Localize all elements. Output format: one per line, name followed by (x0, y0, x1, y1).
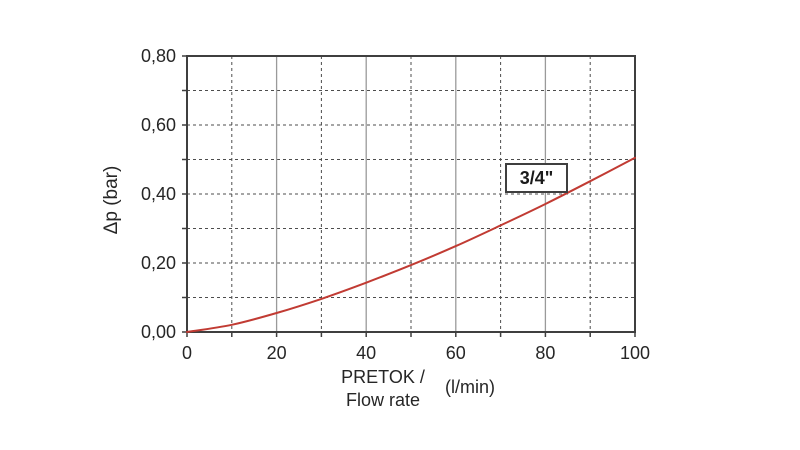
y-tick-label: 0,80 (140, 46, 176, 66)
x-tick-label: 20 (266, 343, 287, 363)
x-axis-title: PRETOK / Flow rate (327, 366, 439, 412)
y-tick-label: 0,20 (140, 253, 176, 273)
series-label-text: 3/4" (519, 167, 554, 188)
y-axis-title: Δp (bar) (101, 165, 122, 235)
x-tick-label: 100 (619, 343, 651, 363)
x-tick-label: 40 (356, 343, 377, 363)
y-tick-label: 0,60 (140, 115, 176, 135)
x-axis-title-line1: PRETOK / (341, 367, 425, 387)
flow-curve (186, 156, 636, 333)
series-label-box: 3/4" (505, 163, 568, 193)
y-tick-label: 0,40 (140, 184, 176, 204)
x-tick-label: 60 (445, 343, 466, 363)
x-tick-label: 80 (535, 343, 556, 363)
y-tick-label: 0,00 (140, 322, 176, 342)
x-tick-label: 0 (181, 343, 193, 363)
x-axis-unit: (l/min) (445, 377, 495, 397)
x-axis-title-line2: Flow rate (345, 390, 421, 410)
